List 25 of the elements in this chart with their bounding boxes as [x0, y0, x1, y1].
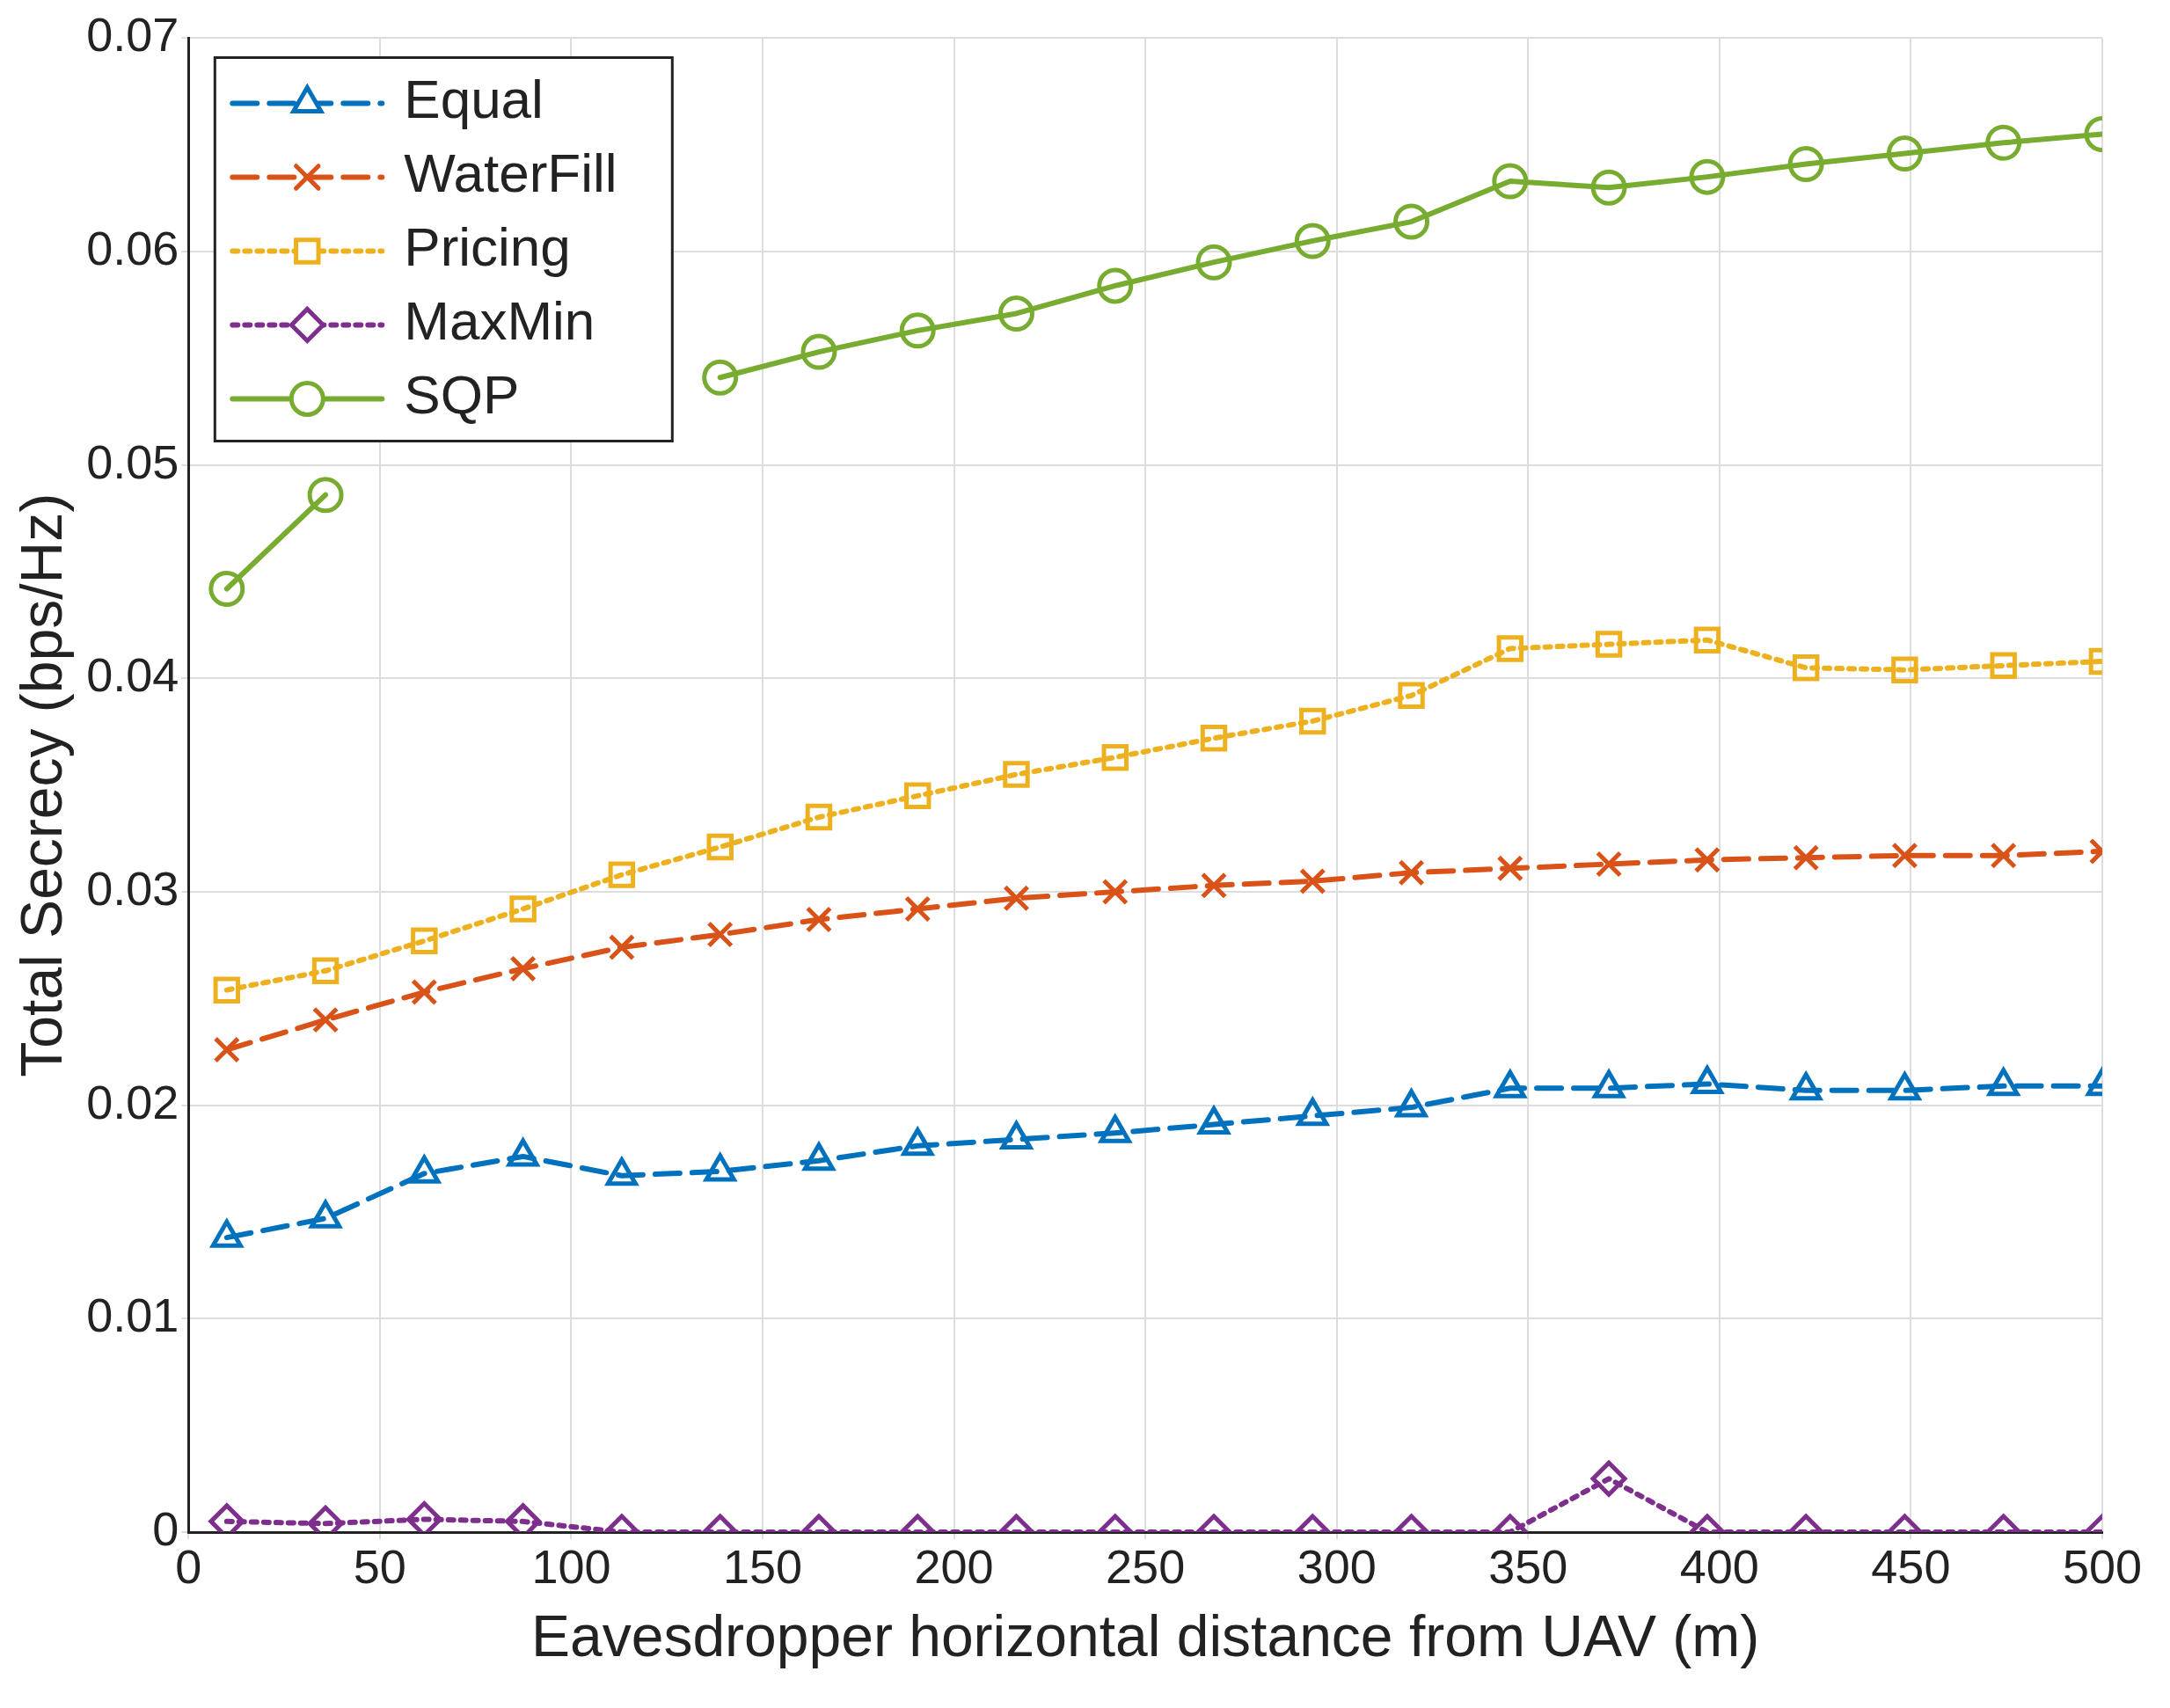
legend-label: MaxMin: [404, 290, 595, 352]
legend-label: WaterFill: [404, 142, 617, 204]
x-tick-label: 300: [1297, 1540, 1377, 1594]
x-axis-title: Eavesdropper horizontal distance from UAV (m): [530, 1602, 1760, 1668]
y-tick-label: 0.04: [86, 648, 179, 702]
x-tick-label: 350: [1488, 1540, 1568, 1594]
x-tick-label: 250: [1106, 1540, 1186, 1594]
y-tick-label: 0.06: [86, 221, 179, 274]
y-axis-title: Total Secrecy (bps/Hz): [8, 493, 74, 1077]
legend-label: Equal: [404, 69, 544, 130]
x-tick-label: 100: [531, 1540, 611, 1594]
x-tick-label: 150: [722, 1540, 803, 1594]
x-tick-label: 450: [1871, 1540, 1951, 1594]
y-tick-label: 0.05: [86, 434, 179, 488]
y-tick-label: 0: [152, 1501, 179, 1555]
y-tick-label: 0.03: [86, 861, 179, 915]
x-tick-label: 400: [1679, 1540, 1759, 1594]
y-tick-label: 0.02: [86, 1075, 179, 1128]
x-tick-label: 200: [914, 1540, 994, 1594]
legend-label: SQP: [404, 364, 520, 426]
x-tick-label: 500: [2062, 1540, 2143, 1594]
legend-label: Pricing: [404, 216, 571, 278]
y-tick-label: 0.07: [86, 8, 179, 62]
x-tick-label: 50: [353, 1540, 406, 1594]
y-tick-label: 0.01: [86, 1288, 179, 1342]
